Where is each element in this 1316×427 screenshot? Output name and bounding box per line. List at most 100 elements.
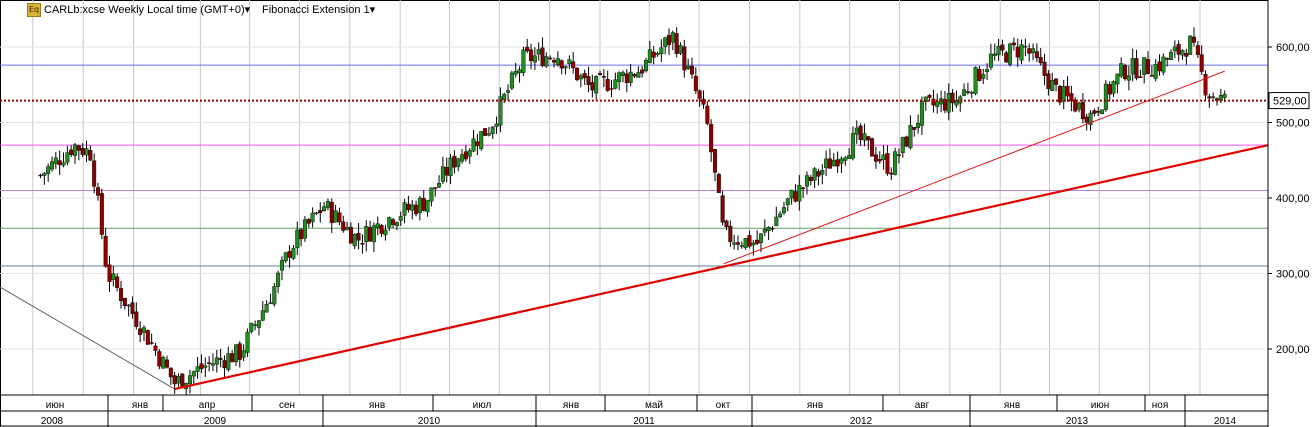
candle-up — [517, 69, 522, 74]
candle-down — [858, 125, 863, 140]
candle-down — [1073, 99, 1078, 112]
year-label: 2009 — [204, 416, 227, 427]
trendline[interactable] — [174, 144, 1269, 391]
candle-down — [609, 88, 614, 90]
candle-down — [69, 149, 74, 155]
candle-up — [260, 310, 265, 321]
candle-up — [1172, 46, 1177, 52]
candle-down — [406, 203, 411, 211]
candle-down — [525, 46, 530, 52]
candle-down — [80, 147, 85, 155]
symbol-title[interactable]: CARLb:xcse Weekly Local time (GMT+0)▾ — [44, 3, 250, 16]
candle-down — [682, 46, 687, 71]
candle-up — [981, 74, 986, 79]
candle-up — [440, 166, 445, 182]
year-label: 2010 — [418, 416, 441, 427]
candle-down — [306, 219, 311, 224]
candle-up — [383, 229, 388, 236]
candle-down — [693, 75, 698, 92]
candle-up — [46, 166, 51, 174]
candle-up — [490, 126, 495, 134]
candle-up — [245, 331, 250, 353]
candle-down — [1149, 75, 1154, 77]
candle-up — [314, 212, 319, 214]
candle-down — [866, 136, 871, 141]
candle-down — [896, 154, 901, 156]
candle-up — [1169, 51, 1174, 61]
candle-down — [1011, 42, 1016, 46]
candle-down — [632, 74, 637, 77]
chevron-down-icon: ▾ — [244, 4, 251, 16]
indicator-title[interactable]: Fibonacci Extension 1▾ — [262, 3, 375, 16]
candle-up — [1222, 93, 1227, 98]
candle-down — [1092, 110, 1097, 114]
candle-up — [739, 245, 744, 247]
fibonacci-anchor-line — [0, 286, 175, 390]
x-tick-label: окт — [716, 400, 731, 411]
candle-down — [808, 176, 813, 182]
x-tick-label: сен — [279, 400, 295, 411]
candle-down — [95, 187, 100, 196]
candle-down — [1069, 93, 1074, 102]
candle-up — [1023, 45, 1028, 48]
x-tick-label: апр — [199, 400, 216, 411]
candle-down — [950, 92, 955, 104]
candle-up — [111, 273, 116, 280]
candle-up — [843, 157, 848, 161]
candle-down — [57, 160, 62, 166]
x-tick-label: ноя — [1152, 400, 1169, 411]
indicator-title-text: Fibonacci Extension 1 — [262, 4, 370, 16]
candle-down — [348, 226, 353, 244]
y-tick-label: 600,00 — [1276, 42, 1310, 54]
candle-down — [965, 91, 970, 93]
candle-up — [333, 210, 338, 223]
equity-icon[interactable]: Eq — [27, 3, 41, 17]
candle-down — [927, 95, 932, 98]
candle-down — [755, 239, 760, 244]
candle-up — [471, 138, 476, 152]
candle-down — [341, 221, 346, 231]
candle-up — [226, 353, 231, 371]
candle-down — [1046, 73, 1051, 90]
candle-down — [1107, 84, 1112, 95]
candle-up — [325, 201, 330, 208]
trendline[interactable] — [723, 70, 1225, 265]
candle-up — [494, 123, 499, 127]
candle-up — [992, 53, 997, 56]
candle-up — [644, 59, 649, 72]
candle-up — [233, 344, 238, 363]
candle-down — [1207, 96, 1212, 99]
candle-up — [923, 96, 928, 103]
candle-down — [651, 51, 656, 58]
candle-up — [785, 198, 790, 205]
candle-up — [1130, 58, 1135, 75]
candle-up — [437, 183, 442, 188]
candle-down — [130, 302, 135, 314]
candle-down — [873, 154, 878, 162]
candle-down — [237, 343, 242, 360]
candle-down — [877, 158, 882, 162]
candle-down — [793, 191, 798, 202]
candle-down — [76, 145, 81, 151]
candle-down — [299, 229, 304, 240]
candle-up — [448, 157, 453, 176]
candle-up — [322, 206, 327, 211]
candle-down — [391, 219, 396, 225]
candle-up — [544, 56, 549, 67]
candle-up — [191, 371, 196, 377]
candle-down — [716, 174, 721, 194]
candle-down — [1176, 43, 1181, 55]
candle-up — [1180, 50, 1185, 56]
candle-up — [425, 199, 430, 213]
candle-down — [38, 174, 43, 177]
candle-down — [379, 225, 384, 234]
candle-down — [1123, 65, 1128, 80]
candle-down — [835, 159, 840, 167]
candle-up — [310, 212, 315, 223]
candle-up — [1008, 43, 1013, 65]
candle-down — [92, 160, 97, 187]
y-tick-label: 200,00 — [1276, 344, 1310, 356]
candle-down — [904, 136, 909, 147]
candle-up — [778, 213, 783, 217]
